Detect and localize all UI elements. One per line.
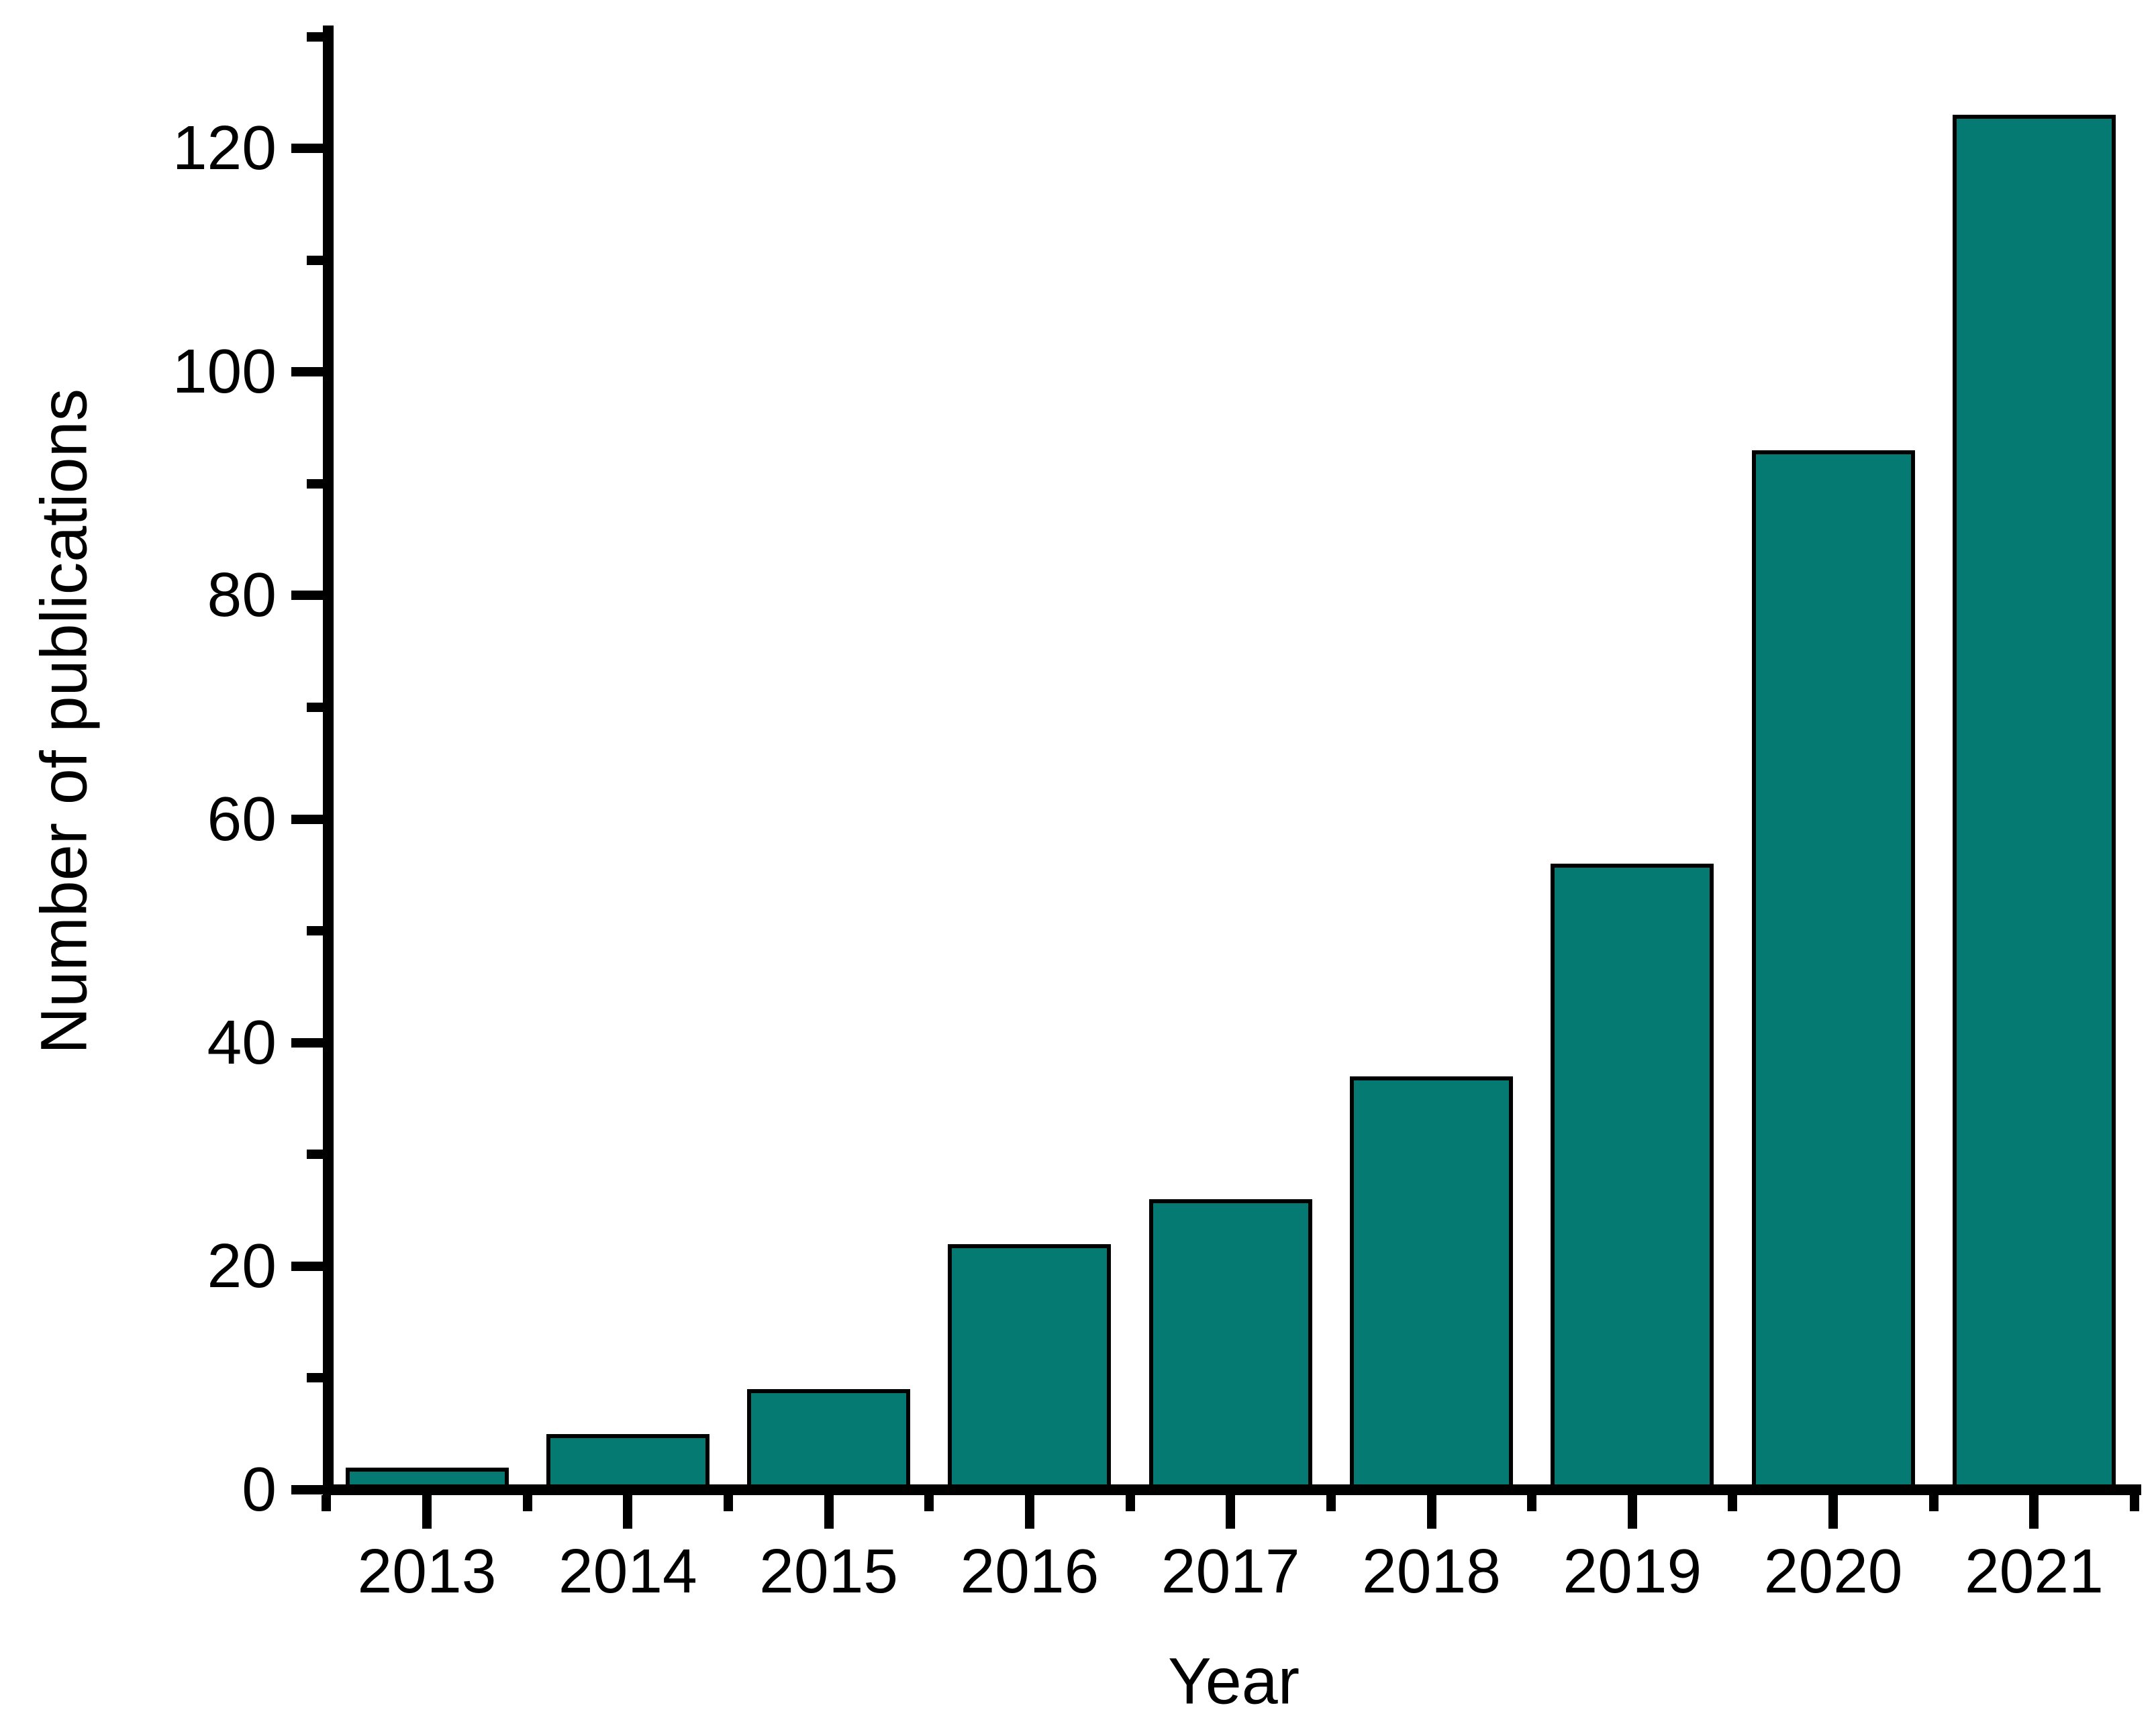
y-tick-label: 20	[207, 1230, 277, 1301]
bar-2018	[1350, 1076, 1513, 1495]
x-axis-title: Year	[1168, 1644, 1300, 1718]
y-major-tick	[291, 1485, 323, 1494]
y-axis-line	[323, 26, 334, 1495]
x-minor-tick	[1125, 1495, 1135, 1511]
x-major-tick	[623, 1495, 633, 1529]
x-tick-label: 2020	[1763, 1536, 1903, 1606]
bar-2017	[1148, 1199, 1312, 1495]
bar-2021	[1952, 115, 2116, 1495]
x-major-tick	[1426, 1495, 1436, 1529]
x-minor-tick	[2130, 1495, 2140, 1511]
x-tick-label: 2018	[1362, 1536, 1501, 1606]
x-tick-label: 2019	[1563, 1536, 1702, 1606]
y-major-tick	[291, 367, 323, 377]
x-tick-label: 2016	[960, 1536, 1099, 1606]
y-major-tick	[291, 144, 323, 154]
x-major-tick	[824, 1495, 834, 1529]
x-tick-label: 2017	[1161, 1536, 1300, 1606]
x-minor-tick	[1326, 1495, 1336, 1511]
x-minor-tick	[522, 1495, 532, 1511]
x-tick-label: 2015	[759, 1536, 899, 1606]
y-minor-tick	[307, 926, 323, 936]
bar-2019	[1551, 864, 1714, 1495]
y-tick-label: 100	[172, 336, 277, 407]
y-major-tick	[291, 1037, 323, 1048]
y-minor-tick	[307, 1373, 323, 1383]
x-minor-tick	[924, 1495, 934, 1511]
x-major-tick	[2029, 1495, 2039, 1529]
x-major-tick	[1024, 1495, 1034, 1529]
y-axis-title: Number of publications	[27, 388, 101, 1055]
x-major-tick	[1226, 1495, 1236, 1529]
y-major-tick	[291, 591, 323, 601]
x-minor-tick	[1728, 1495, 1738, 1511]
x-major-tick	[1627, 1495, 1637, 1529]
x-tick-label: 2021	[1964, 1536, 2104, 1606]
x-major-tick	[422, 1495, 432, 1529]
y-minor-tick	[307, 1150, 323, 1160]
y-tick-label: 40	[207, 1007, 277, 1077]
y-tick-label: 0	[242, 1454, 277, 1524]
x-minor-tick	[1928, 1495, 1939, 1511]
x-axis-line	[323, 1484, 2141, 1495]
y-minor-tick	[307, 32, 323, 42]
x-major-tick	[1828, 1495, 1839, 1529]
x-minor-tick	[1527, 1495, 1537, 1511]
y-tick-label: 80	[207, 560, 277, 630]
x-minor-tick	[723, 1495, 733, 1511]
x-minor-tick	[322, 1495, 332, 1511]
bar-2015	[747, 1389, 911, 1495]
y-minor-tick	[307, 255, 323, 265]
y-major-tick	[291, 1261, 323, 1271]
y-tick-label: 120	[172, 113, 277, 183]
bar-2016	[948, 1243, 1112, 1495]
y-minor-tick	[307, 703, 323, 713]
y-major-tick	[291, 814, 323, 824]
x-tick-label: 2014	[558, 1536, 697, 1606]
y-tick-label: 60	[207, 783, 277, 854]
bar-2020	[1751, 450, 1915, 1495]
y-minor-tick	[307, 478, 323, 489]
x-tick-label: 2013	[357, 1536, 497, 1606]
